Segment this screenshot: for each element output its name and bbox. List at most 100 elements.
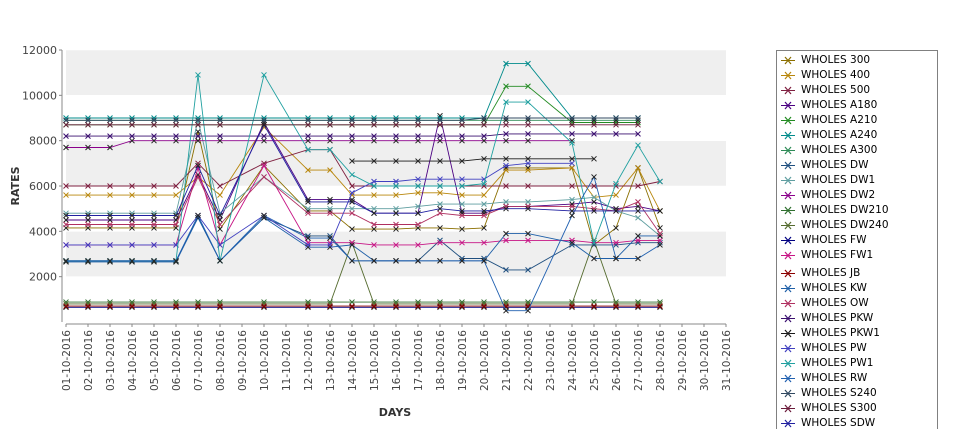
data-point: [129, 133, 135, 139]
legend-marker-icon: [781, 404, 795, 413]
data-point: [151, 121, 157, 128]
data-point: [371, 192, 377, 198]
data-point: [305, 242, 311, 248]
data-point: [107, 133, 113, 139]
data-point: [305, 239, 311, 246]
data-point: [657, 239, 663, 246]
data-point: [217, 212, 223, 219]
data-point: [327, 205, 333, 212]
data-point: [393, 242, 399, 248]
data-point: [481, 201, 487, 207]
data-point: [371, 226, 377, 232]
data-point: [371, 221, 377, 228]
data-point: [349, 304, 355, 311]
data-point: [503, 199, 509, 205]
data-point: [415, 137, 421, 144]
data-point: [415, 176, 421, 183]
data-point: [129, 259, 135, 265]
data-point: [525, 99, 531, 105]
data-point: [569, 303, 575, 309]
data-point: [569, 119, 575, 126]
data-point: [195, 160, 201, 167]
data-point: [525, 203, 531, 210]
data-point: [459, 117, 465, 124]
data-point: [393, 117, 399, 124]
legend-label: WHOLES SDW: [801, 417, 876, 429]
data-point: [85, 121, 91, 128]
data-point: [569, 160, 575, 167]
data-point: [85, 303, 91, 309]
data-point: [437, 121, 443, 128]
legend-label: WHOLES S300: [801, 402, 877, 414]
data-point: [635, 131, 641, 137]
data-point: [349, 158, 355, 164]
data-point: [415, 117, 421, 124]
data-point: [349, 299, 355, 305]
legend-item: WHOLES DW240: [777, 218, 937, 233]
data-point: [173, 303, 179, 309]
x-tick-label: 27-10-2016: [633, 330, 645, 391]
x-ticks: 01-10-2016 02-10-2016 03-10-2016 04-10-2016…: [61, 324, 733, 391]
y-axis-label: RATES: [9, 166, 22, 205]
data-point: [481, 225, 487, 231]
x-tick-label: 12-10-2016: [303, 330, 315, 391]
data-point: [415, 257, 421, 264]
data-point: [393, 183, 399, 189]
series-wholes-ow: [63, 174, 663, 237]
data-point: [613, 208, 619, 214]
data-point: [195, 162, 201, 169]
legend-item: WHOLES S240: [777, 386, 937, 401]
data-point: [305, 137, 311, 144]
data-point: [437, 133, 443, 139]
data-point: [63, 303, 69, 309]
data-point: [63, 259, 69, 265]
data-point: [349, 205, 355, 212]
series-wholes-pkw1: [349, 155, 597, 164]
legend-item: WHOLES PW1: [777, 356, 937, 371]
data-point: [503, 60, 509, 67]
legend-label: WHOLES A300: [801, 144, 878, 156]
legend-marker-icon: [781, 146, 795, 155]
legend-item: WHOLES A210: [777, 113, 937, 128]
data-point: [437, 189, 443, 196]
data-point: [151, 210, 157, 217]
data-point: [349, 183, 355, 189]
x-tick-label: 03-10-2016: [105, 330, 117, 391]
data-point: [569, 304, 575, 311]
data-point: [63, 212, 69, 219]
data-point: [635, 304, 641, 311]
data-point: [437, 183, 443, 189]
data-point: [503, 230, 509, 237]
data-point: [107, 259, 113, 265]
data-point: [371, 242, 377, 248]
data-point: [63, 257, 69, 264]
data-point: [569, 183, 575, 189]
data-point: [63, 133, 69, 139]
data-point: [635, 121, 641, 128]
data-point: [107, 221, 113, 228]
data-point: [569, 212, 575, 219]
data-point: [129, 221, 135, 228]
y-tick-label: 12000: [22, 44, 57, 57]
series-line: [66, 63, 638, 119]
data-point: [437, 137, 443, 144]
data-point: [591, 205, 597, 212]
data-point: [107, 117, 113, 124]
data-point: [459, 303, 465, 309]
data-point: [459, 304, 465, 311]
data-point: [569, 155, 575, 162]
data-point: [151, 303, 157, 309]
legend-marker-icon: [781, 299, 795, 308]
legend-marker-icon: [781, 389, 795, 398]
data-point: [63, 144, 69, 151]
data-point: [569, 196, 575, 203]
data-point: [217, 183, 223, 189]
data-point: [63, 242, 69, 248]
data-point: [349, 196, 355, 203]
data-point: [569, 203, 575, 210]
data-point: [327, 210, 333, 217]
data-point: [327, 137, 333, 144]
data-point: [613, 225, 619, 231]
data-point: [569, 121, 575, 128]
data-point: [459, 255, 465, 262]
